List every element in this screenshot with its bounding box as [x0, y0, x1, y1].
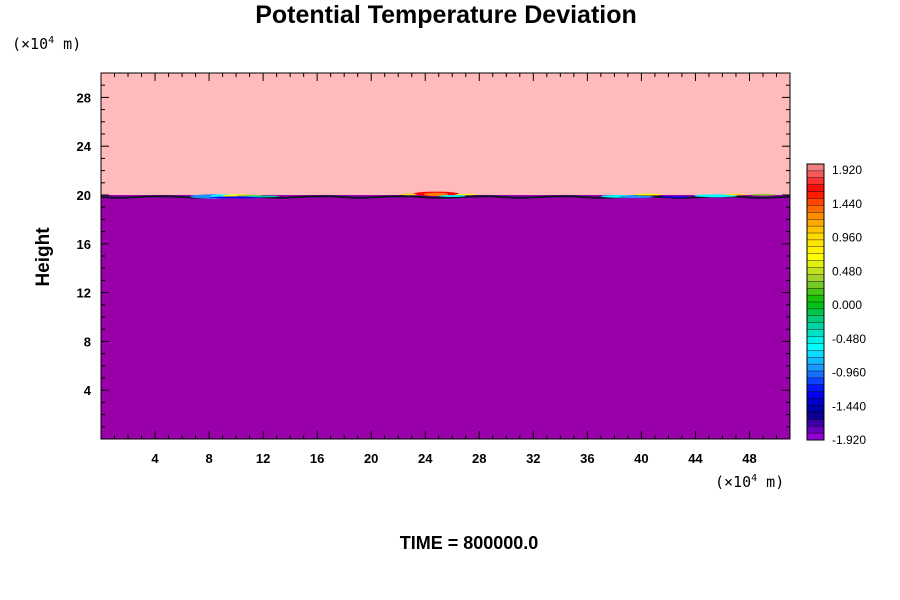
- x-tick-label: 20: [364, 451, 378, 466]
- colorbar-band: [806, 350, 825, 358]
- colorbar-band: [806, 301, 825, 310]
- colorbar-band: [806, 336, 825, 344]
- colorbar-band: [806, 163, 825, 172]
- x-tick-label: 8: [205, 451, 212, 466]
- colorbar-band: [806, 329, 825, 338]
- colorbar-band: [806, 398, 825, 407]
- interface-perturbation-12: [618, 195, 654, 198]
- interface-perturbation-14: [661, 196, 689, 198]
- colorbar-band: [806, 267, 825, 275]
- colorbar-label: 1.440: [832, 197, 862, 211]
- x-tick-label: 12: [256, 451, 270, 466]
- colorbar-label: -0.480: [832, 332, 866, 346]
- colorbar-band: [806, 322, 825, 331]
- x-tick-label: 36: [580, 451, 594, 466]
- colorbar-label: 0.480: [832, 264, 862, 278]
- colorbar-band: [806, 370, 825, 379]
- y-tick-label: 28: [77, 90, 91, 105]
- colorbar-band: [806, 315, 825, 324]
- colorbar-band: [806, 239, 825, 248]
- interface-perturbation-16: [725, 193, 747, 196]
- y-unit-label: (×104 m): [12, 35, 81, 53]
- y-tick-label: 24: [77, 139, 92, 154]
- colorbar-band: [806, 357, 825, 365]
- interface-perturbation-5: [246, 195, 280, 198]
- colorbar-band: [806, 405, 825, 413]
- y-tick-label: 16: [77, 237, 91, 252]
- colorbar-band: [806, 191, 825, 200]
- colorbar-band: [806, 205, 825, 213]
- x-tick-label: 16: [310, 451, 324, 466]
- interface-perturbation-15: [694, 194, 738, 198]
- colorbar-band: [806, 384, 825, 393]
- interface-perturbation-17: [749, 193, 777, 196]
- colorbar-band: [806, 426, 825, 434]
- colorbar-band: [806, 218, 825, 227]
- colorbar-band: [806, 363, 825, 372]
- colorbar-label: -1.440: [832, 399, 866, 413]
- x-tick-label: 4: [151, 451, 159, 466]
- colorbar-band: [806, 260, 825, 269]
- colorbar-label: 1.920: [832, 163, 862, 177]
- y-tick-label: 8: [84, 334, 91, 349]
- interface-perturbation-4: [209, 196, 264, 199]
- colorbar-band: [806, 246, 825, 255]
- y-tick-label: 20: [77, 188, 91, 203]
- x-axis: 4 8 12 16 20 24 28 32 36 40 44 48: [114, 73, 777, 466]
- upper-layer-region: [101, 73, 790, 195]
- colorbar-band: [806, 288, 825, 296]
- y-axis-label: Height: [33, 227, 54, 287]
- colorbar-label: -1.920: [832, 433, 866, 447]
- interface-perturbation-10: [438, 195, 466, 197]
- colorbar-band: [806, 343, 825, 351]
- colorbar-band: [806, 177, 825, 186]
- x-tick-label: 44: [688, 451, 703, 466]
- colorbar-band: [806, 274, 825, 282]
- colorbar-band: [806, 198, 825, 206]
- colorbar-frame: [806, 163, 825, 441]
- colorbar-band: [806, 391, 825, 400]
- x-unit-label: (×104 m): [715, 473, 784, 491]
- interface-perturbation-9: [455, 193, 477, 196]
- colorbar-label: -0.960: [832, 366, 866, 380]
- interface-perturbation-8: [400, 193, 418, 196]
- colorbar-band: [806, 377, 825, 386]
- y-tick-label: 4: [84, 383, 92, 398]
- plot-area: [100, 72, 791, 440]
- colorbar-band: [806, 308, 825, 317]
- time-label: TIME = 800000.0: [400, 533, 539, 553]
- colorbar-band: [806, 184, 825, 193]
- interface-perturbation-13: [634, 193, 662, 196]
- colorbar-band: [806, 412, 825, 420]
- colorbar-band: [806, 170, 825, 179]
- colorbar: 1.920 1.440 0.960 0.480 0.000 -0.480 -0.960 -1.…: [806, 163, 866, 447]
- colorbar-label: 0.000: [832, 298, 862, 312]
- colorbar-band: [806, 432, 825, 441]
- x-tick-label: 48: [742, 451, 756, 466]
- y-tick-label: 12: [77, 286, 91, 301]
- colorbar-band: [806, 294, 825, 303]
- colorbar-band: [806, 253, 825, 262]
- x-tick-label: 32: [526, 451, 540, 466]
- x-tick-label: 40: [634, 451, 648, 466]
- colorbar-band: [806, 225, 825, 234]
- colorbar-band: [806, 419, 825, 427]
- x-tick-label: 24: [418, 451, 433, 466]
- colorbar-band: [806, 281, 825, 289]
- y-axis: 4 8 12 16 20 24 28: [77, 84, 790, 428]
- chart-title: Potential Temperature Deviation: [255, 1, 637, 29]
- interface-perturbation-7: [423, 192, 449, 196]
- colorbar-band: [806, 212, 825, 220]
- colorbar-label: 0.960: [832, 231, 862, 245]
- interface-perturbations: [190, 191, 777, 199]
- lower-layer-region: [101, 195, 790, 439]
- x-tick-label: 28: [472, 451, 486, 466]
- colorbar-band: [806, 232, 825, 241]
